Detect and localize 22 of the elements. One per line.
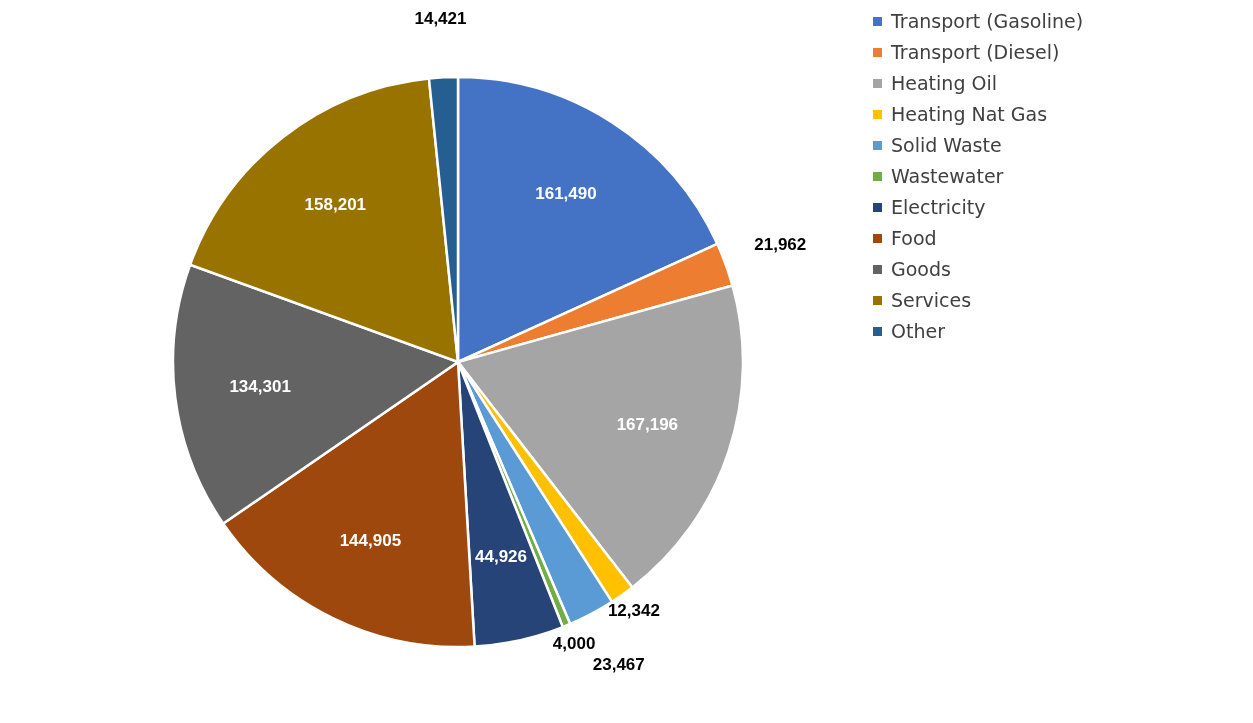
- legend-label: Heating Nat Gas: [891, 102, 1048, 125]
- data-label: 144,905: [339, 531, 402, 551]
- data-label: 161,490: [535, 184, 597, 204]
- legend-label: Food: [891, 226, 937, 249]
- data-label: 167,196: [616, 414, 679, 434]
- legend-label: Transport (Gasoline): [890, 9, 1084, 32]
- data-label: 158,201: [304, 194, 367, 214]
- legend-label: Electricity: [891, 195, 986, 218]
- data-label: 44,926: [475, 546, 528, 566]
- legend-label: Other: [891, 319, 946, 342]
- data-label: 23,467: [592, 654, 645, 674]
- data-label: 4,000: [552, 634, 596, 654]
- legend-label: Wastewater: [891, 164, 1004, 187]
- data-label: 12,342: [607, 601, 660, 621]
- legend-label: Heating Oil: [891, 71, 998, 94]
- legend-label: Transport (Diesel): [890, 40, 1060, 63]
- data-label: 14,421: [414, 9, 467, 29]
- data-label: 134,301: [229, 377, 291, 397]
- data-label: 21,962: [754, 234, 807, 254]
- legend-label: Goods: [891, 257, 951, 280]
- legend-label: Services: [891, 288, 972, 311]
- legend-label: Solid Waste: [891, 133, 1002, 156]
